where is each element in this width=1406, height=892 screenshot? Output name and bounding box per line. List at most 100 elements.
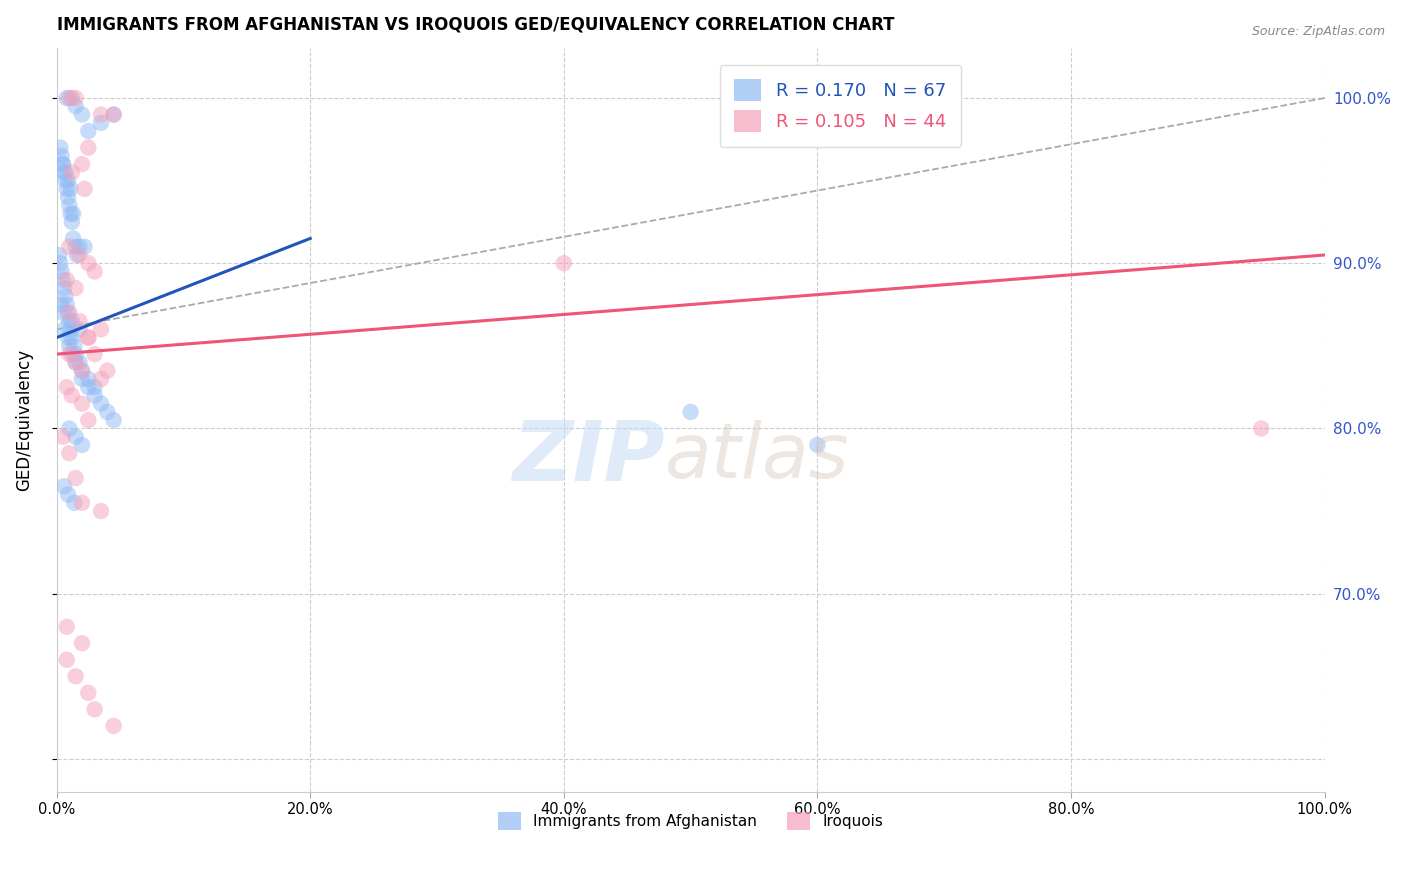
Point xyxy=(55,91,77,105)
Point xyxy=(65,355,87,369)
Point xyxy=(55,653,77,667)
Point xyxy=(60,347,83,361)
Point xyxy=(52,273,75,287)
Point xyxy=(65,355,87,369)
Point xyxy=(52,430,75,444)
Point xyxy=(65,240,87,254)
Point xyxy=(77,413,100,427)
Point xyxy=(73,240,96,254)
Point xyxy=(679,801,702,815)
Point xyxy=(65,91,87,105)
Point xyxy=(60,91,83,105)
Point xyxy=(55,380,77,394)
Point xyxy=(51,149,73,163)
Point xyxy=(67,355,90,369)
Point xyxy=(56,306,79,320)
Point xyxy=(77,140,100,154)
Point xyxy=(553,256,575,270)
Point xyxy=(58,314,80,328)
Point xyxy=(55,182,77,196)
Point xyxy=(1250,421,1272,435)
Point xyxy=(65,471,87,485)
Point xyxy=(67,322,90,336)
Point xyxy=(70,364,93,378)
Point xyxy=(62,207,84,221)
Point xyxy=(90,116,112,130)
Point xyxy=(103,719,125,733)
Point xyxy=(55,173,77,187)
Point xyxy=(77,330,100,344)
Point xyxy=(103,107,125,121)
Point xyxy=(83,388,105,402)
Point xyxy=(60,215,83,229)
Point xyxy=(51,297,73,311)
Point xyxy=(55,165,77,179)
Point xyxy=(70,364,93,378)
Point xyxy=(77,686,100,700)
Point xyxy=(48,248,70,262)
Point xyxy=(70,372,93,386)
Point xyxy=(103,413,125,427)
Point xyxy=(83,347,105,361)
Point xyxy=(77,124,100,138)
Point xyxy=(49,140,72,154)
Point xyxy=(53,165,76,179)
Point xyxy=(67,314,90,328)
Point xyxy=(70,157,93,171)
Point xyxy=(65,281,87,295)
Point xyxy=(679,405,702,419)
Point xyxy=(66,248,89,262)
Point xyxy=(55,620,77,634)
Point xyxy=(55,273,77,287)
Point xyxy=(90,372,112,386)
Point xyxy=(58,91,80,105)
Point xyxy=(65,99,87,113)
Point xyxy=(52,306,75,320)
Point xyxy=(96,405,118,419)
Point xyxy=(53,479,76,493)
Point xyxy=(51,264,73,278)
Point xyxy=(59,182,82,196)
Point xyxy=(53,281,76,295)
Point xyxy=(60,314,83,328)
Point xyxy=(55,289,77,303)
Point xyxy=(65,347,87,361)
Point xyxy=(83,702,105,716)
Point xyxy=(77,372,100,386)
Point xyxy=(90,504,112,518)
Point xyxy=(52,157,75,171)
Point xyxy=(55,297,77,311)
Point xyxy=(70,496,93,510)
Point xyxy=(70,636,93,650)
Text: ZIP: ZIP xyxy=(513,417,665,498)
Point xyxy=(56,487,79,501)
Point xyxy=(83,264,105,278)
Point xyxy=(77,330,100,344)
Point xyxy=(59,207,82,221)
Point xyxy=(56,330,79,344)
Point xyxy=(63,339,86,353)
Point xyxy=(90,322,112,336)
Point xyxy=(59,322,82,336)
Text: Source: ZipAtlas.com: Source: ZipAtlas.com xyxy=(1251,25,1385,38)
Text: IMMIGRANTS FROM AFGHANISTAN VS IROQUOIS GED/EQUIVALENCY CORRELATION CHART: IMMIGRANTS FROM AFGHANISTAN VS IROQUOIS … xyxy=(56,15,894,33)
Point xyxy=(77,256,100,270)
Point xyxy=(56,190,79,204)
Point xyxy=(67,240,90,254)
Point xyxy=(77,380,100,394)
Point xyxy=(806,438,828,452)
Point xyxy=(58,347,80,361)
Point xyxy=(70,107,93,121)
Point xyxy=(58,240,80,254)
Point xyxy=(53,322,76,336)
Point xyxy=(62,231,84,245)
Point xyxy=(73,182,96,196)
Point xyxy=(67,248,90,262)
Point xyxy=(70,438,93,452)
Point xyxy=(58,339,80,353)
Point xyxy=(83,380,105,394)
Point xyxy=(65,430,87,444)
Point xyxy=(58,446,80,460)
Point xyxy=(60,388,83,402)
Point xyxy=(52,157,75,171)
